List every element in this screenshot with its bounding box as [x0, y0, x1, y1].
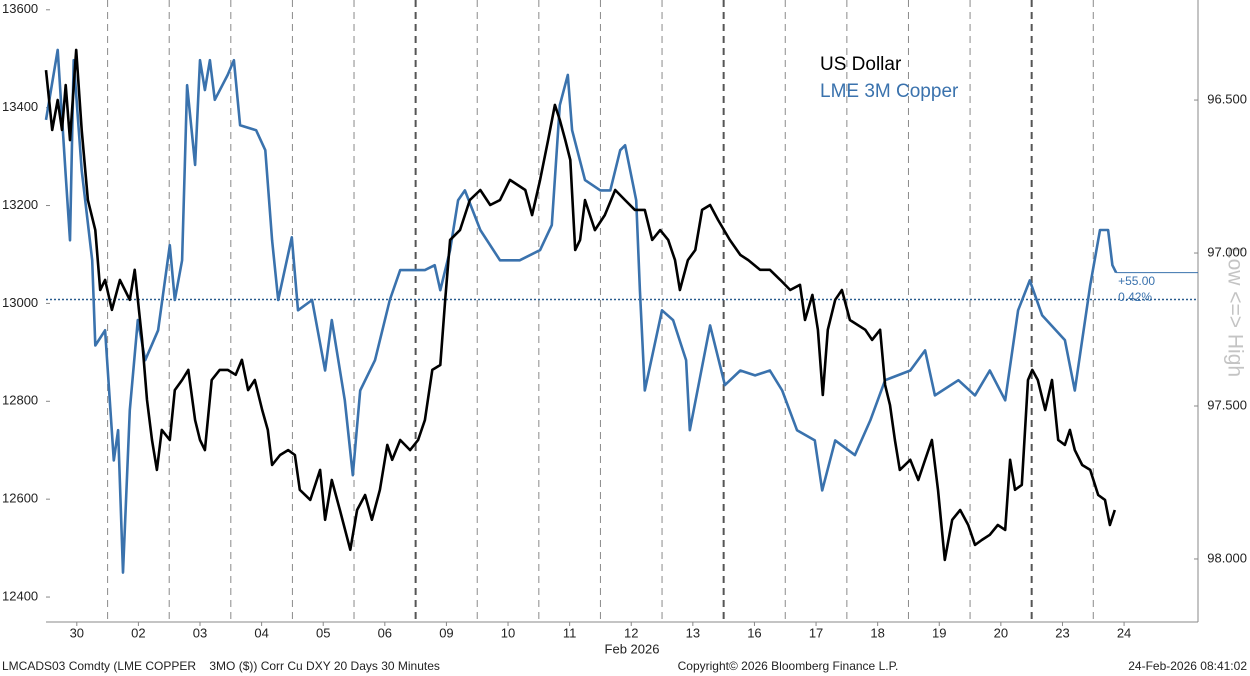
- x-tick-label: 03: [193, 625, 207, 640]
- x-tick-label: 04: [254, 625, 268, 640]
- x-tick-label: 19: [932, 625, 946, 640]
- x-tick-label: 16: [747, 625, 761, 640]
- y-tick-label: 12400: [2, 588, 38, 603]
- y2-tick-label: 97.500: [1207, 397, 1247, 412]
- series-line: [44, 48, 1117, 562]
- x-tick-label: 05: [316, 625, 330, 640]
- series-line: [44, 48, 1118, 574]
- y2-tick-label: 98.000: [1207, 550, 1247, 565]
- x-axis-label: Feb 2026: [605, 641, 660, 656]
- x-tick-label: 18: [870, 625, 884, 640]
- x-tick-label: 13: [686, 625, 700, 640]
- x-tick-label: 30: [70, 625, 84, 640]
- x-tick-label: 11: [563, 625, 577, 640]
- y2-tick-label: 97.000: [1207, 244, 1247, 259]
- x-tick-label: 09: [439, 625, 453, 640]
- footer-right: 24-Feb-2026 08:41:02: [1128, 659, 1247, 673]
- x-tick-label: 24: [1117, 625, 1131, 640]
- y-tick-label: 12800: [2, 393, 38, 408]
- y2-tick-label: 96.500: [1207, 91, 1247, 106]
- change-label: +55.00: [1118, 274, 1155, 288]
- y-tick-label: 12600: [2, 491, 38, 506]
- x-tick-label: 12: [624, 625, 638, 640]
- pct-label: 0.42%: [1118, 290, 1152, 304]
- x-tick-label: 20: [994, 625, 1008, 640]
- legend-label: US Dollar: [820, 54, 902, 75]
- x-tick-label: 23: [1055, 625, 1069, 640]
- x-tick-label: 10: [501, 625, 515, 640]
- x-tick-label: 17: [809, 625, 823, 640]
- footer-left: LMCADS03 Comdty (LME COPPER 3MO ($)) Cor…: [2, 659, 440, 673]
- footer-center: Copyright© 2026 Bloomberg Finance L.P.: [678, 659, 899, 673]
- y-tick-label: 13200: [2, 197, 38, 212]
- y-tick-label: 13400: [2, 99, 38, 114]
- y2-axis-label: Low <=> High: [1223, 247, 1246, 377]
- legend-label: LME 3M Copper: [820, 81, 959, 102]
- y-tick-label: 13600: [2, 1, 38, 16]
- x-tick-label: 02: [131, 625, 145, 640]
- y-tick-label: 13000: [2, 295, 38, 310]
- x-tick-label: 06: [378, 625, 392, 640]
